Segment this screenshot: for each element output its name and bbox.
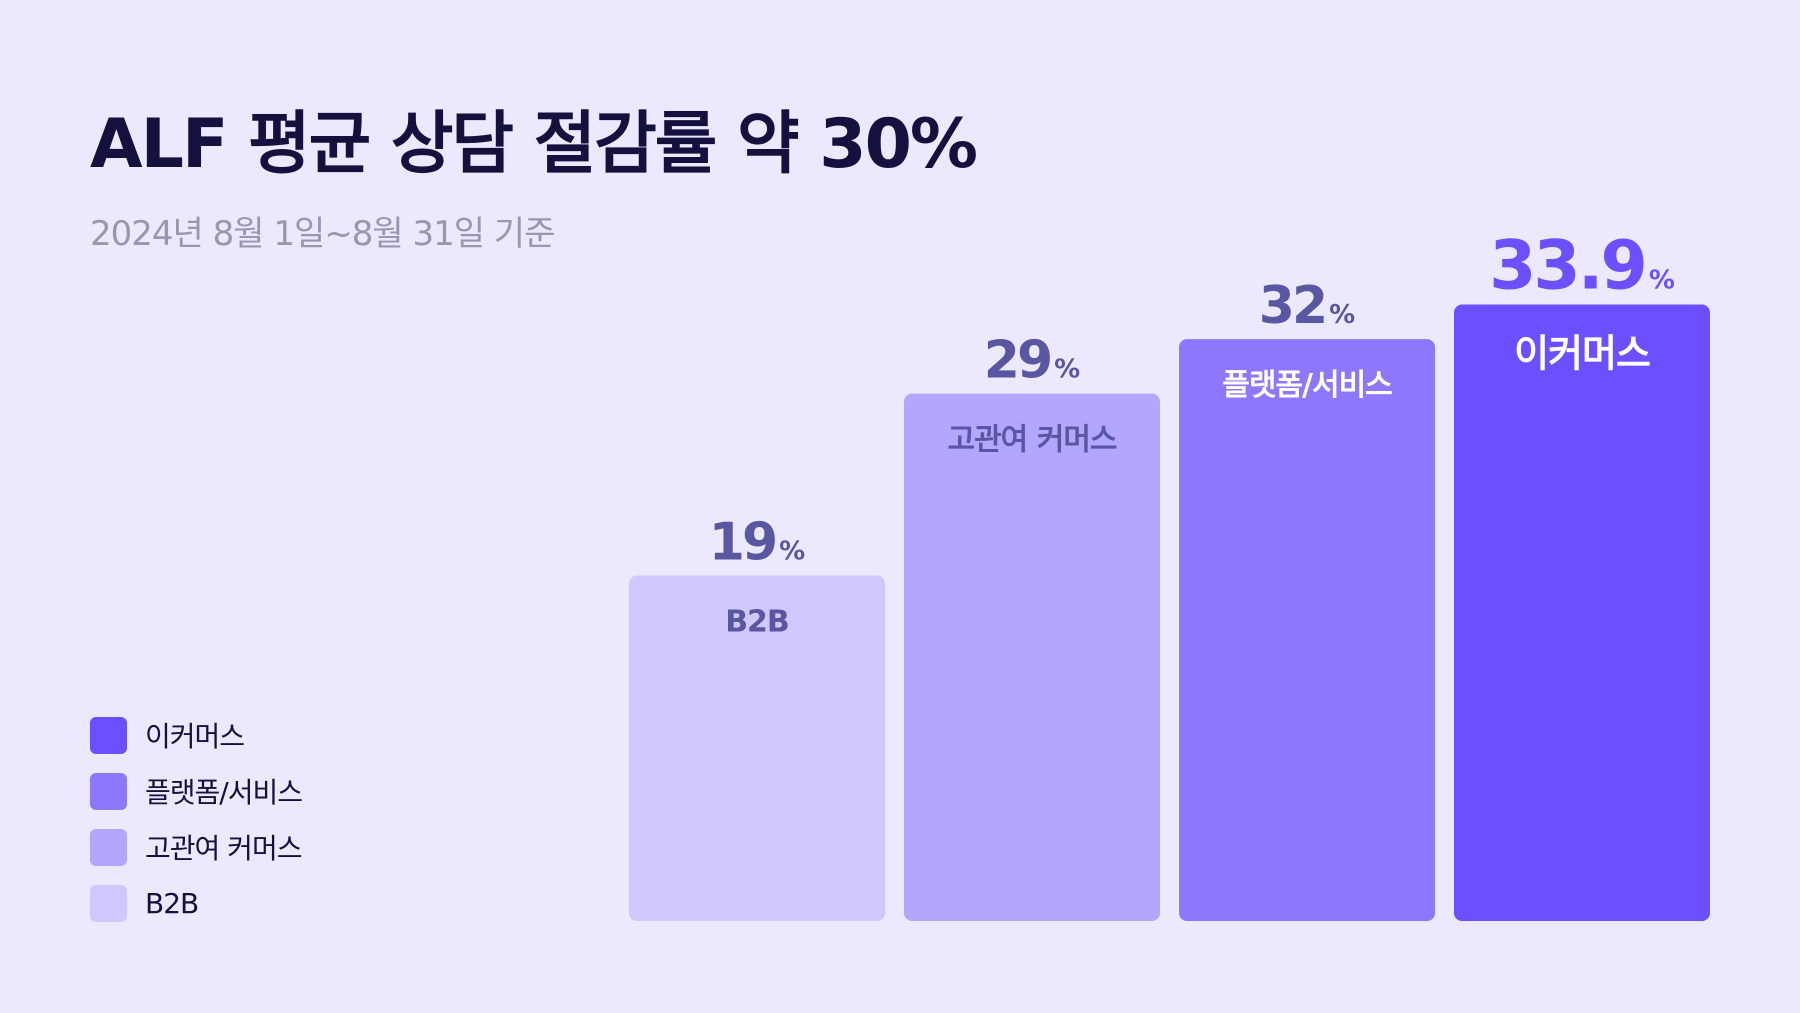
legend-swatch-platform-service (90, 772, 127, 810)
legend-swatch-high-involvement-commerce (90, 828, 127, 866)
legend-label-ecommerce: 이커머스 (145, 720, 245, 753)
value-label-ecommerce: 33.9% (1489, 227, 1675, 306)
legend-item-high-involvement-commerce: 고관여 커머스 (90, 828, 302, 866)
legend-item-platform-service: 플랫폼/서비스 (90, 772, 303, 810)
legend-swatch-b2b (90, 884, 127, 922)
legend-item-b2b: B2B (90, 884, 302, 922)
bar-b2b (629, 575, 885, 921)
chart-title: ALF 평균 상담 절감률 약 30% (90, 105, 978, 184)
category-label-platform-service: 플랫폼/서비스 (1222, 368, 1392, 403)
legend-label-high-involvement-commerce: 고관여 커머스 (145, 832, 302, 865)
value-label-b2b: 19% (709, 513, 805, 573)
legend-item-ecommerce: 이커머스 (90, 716, 302, 754)
value-label-high-involvement-commerce: 29% (984, 331, 1080, 391)
value-label-platform-service: 32% (1259, 276, 1355, 336)
category-label-ecommerce: 이커머스 (1514, 332, 1650, 376)
legend: 이커머스 플랫폼/서비스 고관여 커머스 B2B (90, 716, 303, 940)
bar-ecommerce (1454, 304, 1710, 921)
bar-high-involvement-commerce (904, 393, 1160, 921)
chart-subtitle: 2024년 8월 1일~8월 31일 기준 (90, 214, 555, 254)
legend-label-b2b: B2B (145, 886, 199, 920)
legend-label-platform-service: 플랫폼/서비스 (145, 776, 303, 809)
category-label-high-involvement-commerce: 고관여 커머스 (947, 423, 1116, 458)
bar-platform-service (1179, 339, 1435, 922)
legend-swatch-ecommerce (90, 716, 127, 754)
category-label-b2b: B2B (725, 605, 789, 640)
